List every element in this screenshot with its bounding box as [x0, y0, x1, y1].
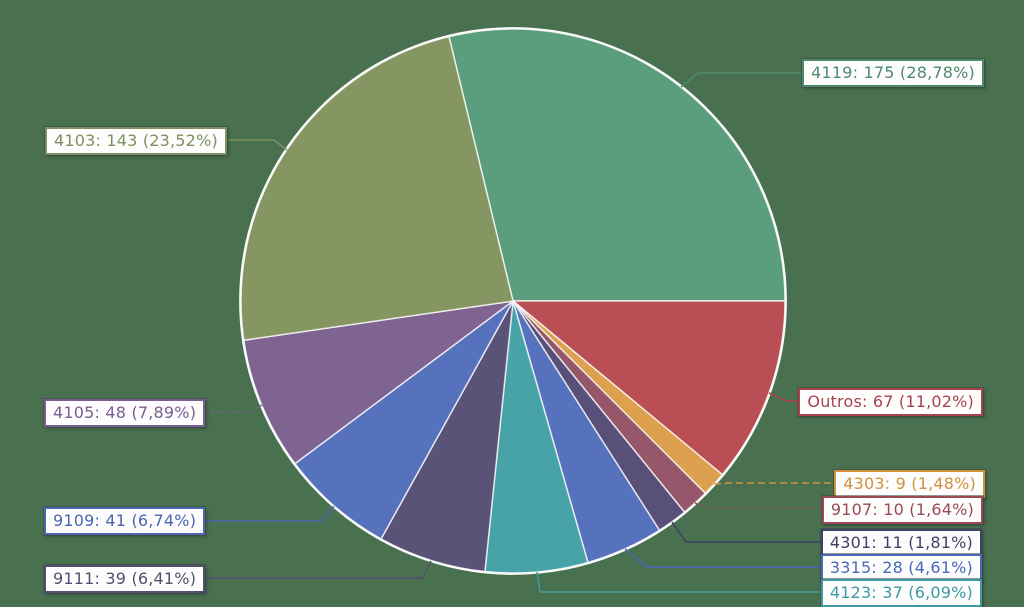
- callout-line-4123: [536, 571, 822, 593]
- callout-label-text: 9111: 39 (6,41%): [53, 569, 197, 588]
- callout-label-4105: 4105: 48 (7,89%): [44, 399, 206, 427]
- callout-line-4119: [680, 72, 806, 88]
- callout-label-Outros: Outros: 67 (11,02%): [798, 388, 983, 416]
- callout-label-text: 3315: 28 (4,61%): [829, 558, 973, 577]
- callout-line-9111: [200, 560, 432, 579]
- callout-label-text: 4303: 9 (1,48%): [843, 474, 976, 493]
- callout-label-3315: 3315: 28 (4,61%): [820, 554, 982, 582]
- callout-line-4105: [199, 404, 263, 413]
- callout-line-4303: [713, 482, 833, 485]
- callout-label-text: 9109: 41 (6,74%): [53, 511, 197, 530]
- callout-label-text: 4105: 48 (7,89%): [53, 403, 197, 422]
- pie-outline: [239, 27, 787, 575]
- callout-label-text: 4103: 143 (23,52%): [54, 131, 218, 150]
- callout-label-text: 4123: 37 (6,09%): [829, 583, 973, 602]
- callout-label-4119: 4119: 175 (28,78%): [802, 59, 984, 87]
- callout-label-text: 9107: 10 (1,64%): [830, 500, 974, 519]
- callout-label-text: 4301: 11 (1,81%): [829, 533, 973, 552]
- callout-label-4103: 4103: 143 (23,52%): [45, 127, 227, 155]
- callout-label-9109: 9109: 41 (6,74%): [44, 507, 206, 535]
- callout-line-9109: [199, 505, 335, 522]
- callout-line-3315: [624, 548, 822, 568]
- callout-line-4301: [671, 521, 822, 543]
- callout-label-9107: 9107: 10 (1,64%): [821, 496, 983, 524]
- callout-line-9107: [694, 502, 824, 509]
- callout-label-4123: 4123: 37 (6,09%): [820, 579, 982, 607]
- callout-label-text: Outros: 67 (11,02%): [807, 392, 974, 411]
- callout-label-text: 4119: 175 (28,78%): [811, 63, 975, 82]
- callout-label-4301: 4301: 11 (1,81%): [820, 529, 982, 557]
- callout-label-4303: 4303: 9 (1,48%): [834, 470, 985, 498]
- callout-line-4103: [222, 139, 288, 151]
- callout-label-9111: 9111: 39 (6,41%): [44, 565, 206, 593]
